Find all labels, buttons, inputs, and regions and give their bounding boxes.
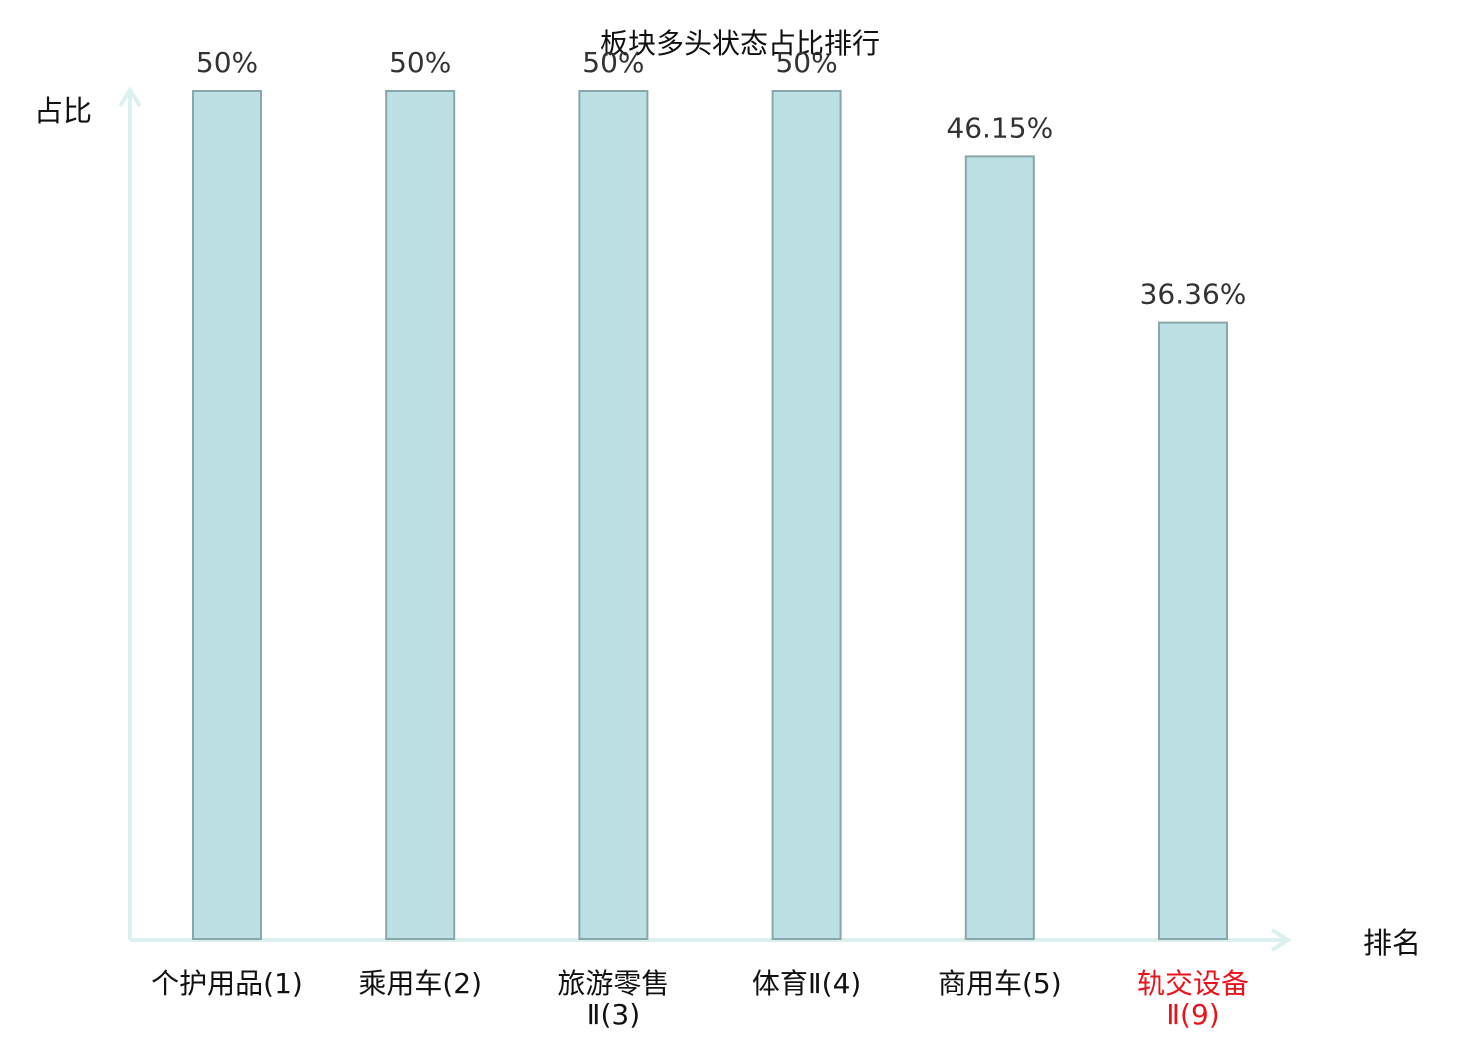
bar-6: [1158, 321, 1228, 941]
x-tick-label-2: 乘用车(2): [358, 967, 482, 1000]
x-tick-label-3-line-2: Ⅱ(3): [587, 998, 640, 1031]
x-tick-label-1: 个护用品(1): [151, 967, 303, 1000]
x-axis-label: 排名: [1363, 926, 1421, 960]
bar-1: [192, 90, 262, 940]
x-tick-label-6-line-1: 轨交设备: [1137, 967, 1249, 1000]
data-labels-group: 50% 50% 50% 50% 46.15% 36.36%: [196, 46, 1247, 311]
x-tick-label-3-line-1: 旅游零售: [557, 967, 669, 1000]
x-axis-arrow: [1270, 928, 1292, 952]
x-tick-label-6-line-2: Ⅱ(9): [1166, 998, 1219, 1031]
x-tick-label-4: 体育Ⅱ(4): [752, 967, 861, 1000]
data-label-1: 50%: [196, 46, 258, 79]
x-tick-label-5: 商用车(5): [938, 967, 1062, 1000]
bars-group: [192, 90, 1228, 941]
data-label-6: 36.36%: [1140, 278, 1247, 311]
chart-title: 板块多头状态占比排行: [600, 27, 880, 60]
data-label-3: 50%: [582, 46, 644, 79]
data-label-4: 50%: [775, 46, 837, 79]
bar-4: [771, 90, 842, 940]
bar-5: [964, 155, 1035, 940]
y-axis-label: 占比: [34, 94, 92, 128]
axes: [118, 86, 1292, 952]
bar-2: [385, 90, 456, 940]
y-axis-arrow: [118, 86, 142, 108]
data-label-5: 46.15%: [946, 111, 1053, 144]
bar-3: [578, 90, 649, 940]
data-label-2: 50%: [389, 46, 451, 79]
